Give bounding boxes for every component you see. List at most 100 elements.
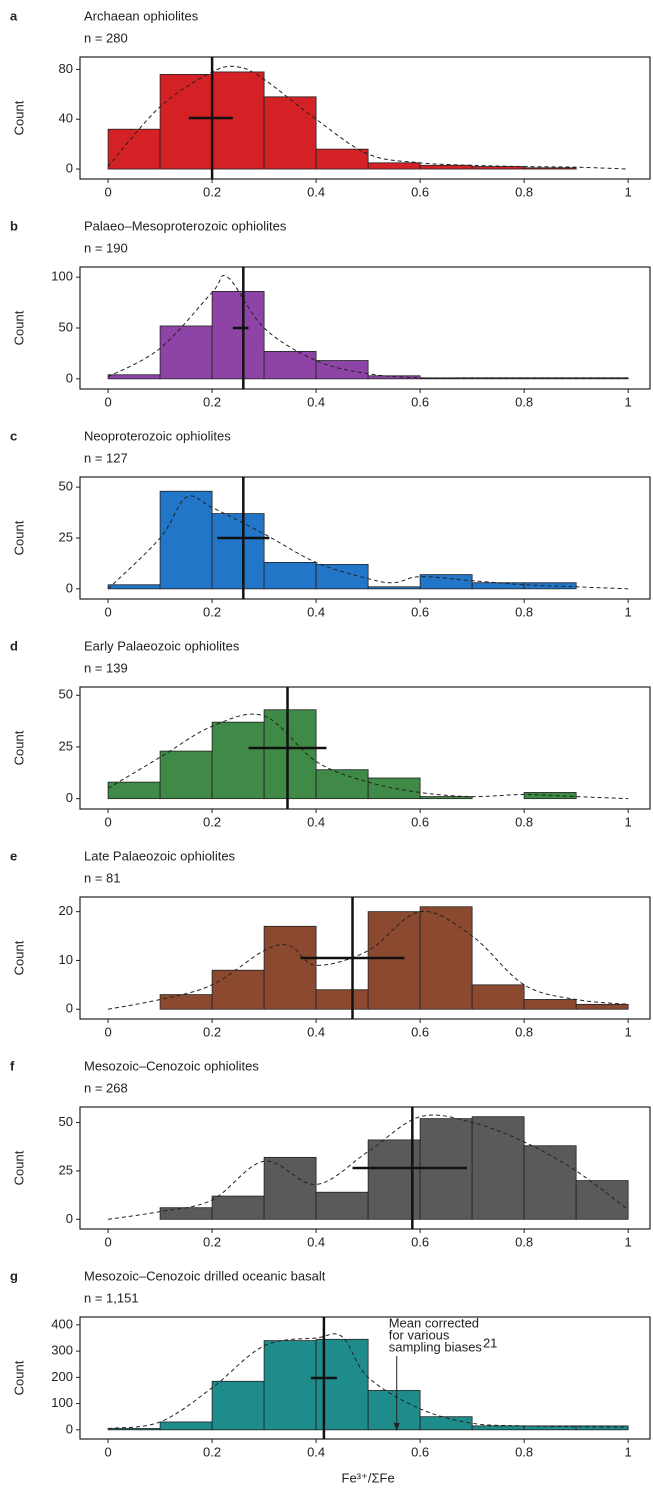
y-tick-label: 200 bbox=[51, 1369, 73, 1384]
bar bbox=[107, 584, 161, 590]
bar bbox=[159, 74, 213, 170]
x-tick-label: 0.8 bbox=[515, 1234, 533, 1249]
bar bbox=[159, 750, 213, 800]
y-tick-label: 100 bbox=[51, 269, 73, 284]
density-curve bbox=[107, 713, 629, 800]
y-tick-label: 100 bbox=[51, 1395, 73, 1410]
bar bbox=[315, 564, 369, 590]
bar bbox=[159, 490, 213, 590]
bar bbox=[263, 1156, 317, 1220]
bar bbox=[523, 999, 577, 1010]
x-tick-label: 0.6 bbox=[411, 184, 429, 199]
panel-label: b bbox=[10, 218, 18, 233]
panel-subtitle: n = 81 bbox=[84, 870, 121, 885]
y-tick-label: 0 bbox=[66, 1001, 73, 1016]
panel-label: f bbox=[10, 1058, 15, 1073]
bar bbox=[419, 164, 473, 170]
bar bbox=[159, 325, 213, 380]
density-curve bbox=[107, 495, 629, 590]
x-tick-label: 0.4 bbox=[307, 184, 325, 199]
bar bbox=[315, 989, 369, 1010]
panel-subtitle: n = 268 bbox=[84, 1080, 128, 1095]
bar bbox=[419, 574, 473, 590]
x-tick-label: 0.8 bbox=[515, 814, 533, 829]
x-tick-label: 0 bbox=[104, 1024, 111, 1039]
x-tick-label: 0.2 bbox=[203, 814, 221, 829]
bar bbox=[523, 167, 577, 170]
annotation: for various bbox=[389, 1327, 450, 1342]
panel-subtitle: n = 1,151 bbox=[84, 1290, 139, 1305]
bar bbox=[211, 71, 265, 170]
y-tick-label: 50 bbox=[59, 687, 73, 702]
bar bbox=[575, 1003, 629, 1010]
x-tick-label: 0.4 bbox=[307, 814, 325, 829]
x-tick-label: 0.6 bbox=[411, 814, 429, 829]
x-tick-label: 1 bbox=[625, 814, 632, 829]
bar bbox=[575, 1180, 629, 1220]
panel-title: Mesozoic–Cenozoic drilled oceanic basalt bbox=[84, 1268, 326, 1283]
y-tick-label: 10 bbox=[59, 952, 73, 967]
y-tick-label: 40 bbox=[59, 111, 73, 126]
bar bbox=[367, 586, 421, 590]
bar bbox=[211, 721, 265, 800]
bar bbox=[107, 781, 161, 800]
x-tick-label: 1 bbox=[625, 1444, 632, 1459]
y-tick-label: 300 bbox=[51, 1343, 73, 1358]
panel-title: Palaeo–Mesoproterozoic ophiolites bbox=[84, 218, 287, 233]
bar bbox=[471, 582, 525, 590]
bar bbox=[211, 969, 265, 1010]
y-tick-label: 0 bbox=[66, 790, 73, 805]
bar bbox=[263, 562, 317, 590]
panel-subtitle: n = 127 bbox=[84, 450, 128, 465]
density-curve bbox=[107, 910, 629, 1010]
x-tick-label: 0.6 bbox=[411, 1234, 429, 1249]
x-tick-label: 0.2 bbox=[203, 1444, 221, 1459]
x-tick-label: 0.4 bbox=[307, 1444, 325, 1459]
bar bbox=[315, 1191, 369, 1220]
x-tick-label: 0.4 bbox=[307, 1024, 325, 1039]
plot-frame bbox=[79, 1316, 651, 1440]
bar bbox=[107, 128, 161, 170]
x-tick-label: 0.2 bbox=[203, 604, 221, 619]
plot-frame bbox=[79, 56, 651, 180]
x-tick-label: 0.6 bbox=[411, 394, 429, 409]
bar bbox=[159, 1421, 213, 1431]
bar bbox=[367, 162, 421, 170]
x-tick-label: 0.6 bbox=[411, 604, 429, 619]
plot-frame bbox=[79, 686, 651, 810]
bar bbox=[523, 1145, 577, 1220]
bar bbox=[263, 350, 317, 380]
bar bbox=[211, 1195, 265, 1220]
y-tick-label: 50 bbox=[59, 479, 73, 494]
x-tick-label: 1 bbox=[625, 184, 632, 199]
y-axis-label: Count bbox=[11, 940, 26, 975]
panel-label: g bbox=[10, 1268, 18, 1283]
density-curve bbox=[107, 65, 629, 170]
panel-subtitle: n = 139 bbox=[84, 660, 128, 675]
y-axis-label: Count bbox=[11, 1150, 26, 1185]
x-axis-label: Fe³⁺/ΣFe bbox=[342, 1470, 395, 1485]
x-tick-label: 0.2 bbox=[203, 1234, 221, 1249]
bar bbox=[107, 374, 161, 380]
bar bbox=[471, 1116, 525, 1220]
bar bbox=[107, 1428, 161, 1431]
x-tick-label: 0 bbox=[104, 1444, 111, 1459]
x-tick-label: 0 bbox=[104, 394, 111, 409]
panel-title: Mesozoic–Cenozoic ophiolites bbox=[84, 1058, 259, 1073]
x-tick-label: 0.8 bbox=[515, 1024, 533, 1039]
y-axis-label: Count bbox=[11, 100, 26, 135]
x-tick-label: 1 bbox=[625, 1234, 632, 1249]
x-tick-label: 0.2 bbox=[203, 184, 221, 199]
bar bbox=[263, 925, 317, 1010]
bar bbox=[575, 377, 629, 380]
bar bbox=[419, 796, 473, 800]
bar bbox=[471, 984, 525, 1010]
x-tick-label: 0.8 bbox=[515, 394, 533, 409]
bar bbox=[263, 709, 317, 800]
x-tick-label: 1 bbox=[625, 394, 632, 409]
bar bbox=[367, 375, 421, 380]
panel-label: d bbox=[10, 638, 18, 653]
density-curve bbox=[108, 1333, 629, 1430]
y-tick-label: 25 bbox=[59, 529, 73, 544]
